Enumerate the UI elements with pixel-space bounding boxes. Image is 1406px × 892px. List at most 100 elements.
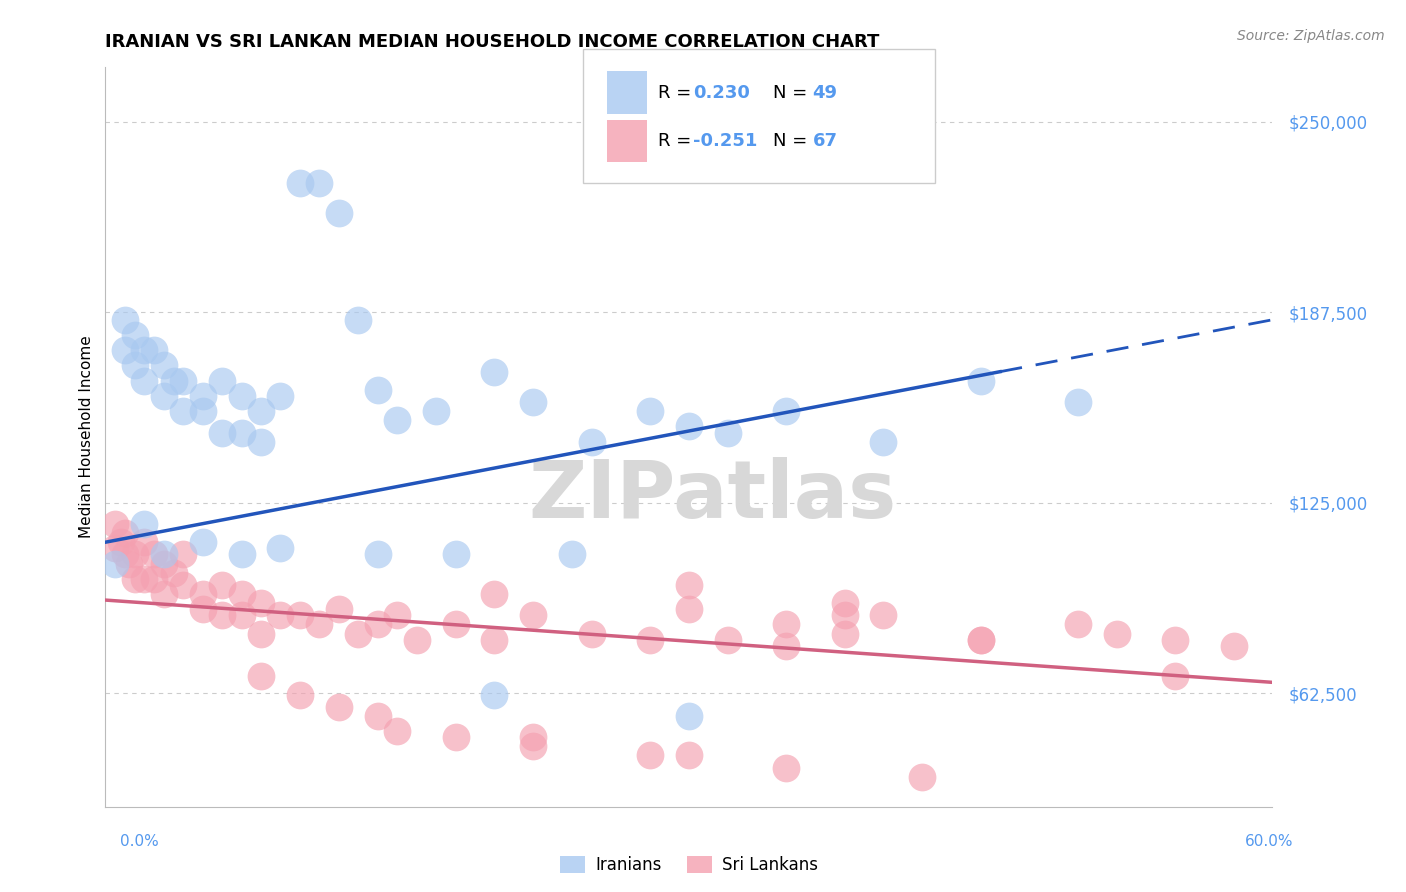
Point [231, 587, 253, 601]
Point [678, 419, 700, 434]
Point [134, 343, 156, 358]
Point [522, 395, 544, 409]
Point [211, 608, 233, 623]
Point [231, 608, 253, 623]
Point [134, 374, 156, 388]
Point [308, 617, 330, 632]
Point [638, 632, 661, 647]
Point [270, 608, 292, 623]
Text: 0.0%: 0.0% [120, 834, 159, 849]
Point [191, 587, 214, 601]
Point [124, 548, 146, 562]
Point [385, 724, 409, 739]
Point [231, 425, 253, 440]
Point [270, 389, 292, 403]
Point [231, 389, 253, 403]
Point [638, 748, 661, 763]
Point [1067, 395, 1090, 409]
Point [717, 425, 740, 440]
Point [104, 541, 127, 556]
Point [270, 541, 292, 556]
Point [172, 404, 194, 418]
Point [288, 608, 311, 623]
Point [211, 374, 233, 388]
Text: R =: R = [658, 132, 697, 150]
Point [250, 669, 273, 683]
Point [191, 404, 214, 418]
Point [124, 328, 146, 343]
Point [1164, 669, 1187, 683]
Text: 67: 67 [813, 132, 838, 150]
Point [328, 699, 350, 714]
Point [118, 557, 141, 571]
Point [1105, 626, 1128, 640]
Text: 60.0%: 60.0% [1246, 834, 1294, 849]
Point [143, 343, 166, 358]
Point [114, 312, 136, 326]
Text: ZIPatlas: ZIPatlas [529, 458, 897, 535]
Point [367, 548, 389, 562]
Point [328, 602, 350, 616]
Point [405, 632, 427, 647]
Point [250, 596, 273, 610]
Point [522, 730, 544, 744]
Point [561, 548, 583, 562]
Point [328, 206, 350, 220]
Point [484, 587, 506, 601]
Point [872, 608, 894, 623]
Point [444, 730, 467, 744]
Point [484, 632, 506, 647]
Point [775, 761, 797, 775]
Point [114, 343, 136, 358]
Point [581, 626, 603, 640]
Text: N =: N = [773, 84, 813, 102]
Point [834, 626, 856, 640]
Point [581, 434, 603, 449]
Point [367, 383, 389, 397]
Point [834, 596, 856, 610]
Point [250, 404, 273, 418]
Point [367, 709, 389, 723]
Point [678, 602, 700, 616]
Point [114, 548, 136, 562]
Text: -0.251: -0.251 [693, 132, 758, 150]
Point [211, 425, 233, 440]
Point [638, 404, 661, 418]
Point [110, 535, 132, 549]
Point [1222, 639, 1244, 653]
Legend: Iranians, Sri Lankans: Iranians, Sri Lankans [554, 849, 824, 880]
Point [970, 632, 993, 647]
Point [124, 359, 146, 373]
Point [484, 688, 506, 702]
Point [717, 632, 740, 647]
Text: Source: ZipAtlas.com: Source: ZipAtlas.com [1237, 29, 1385, 43]
Point [143, 572, 166, 586]
Point [347, 312, 370, 326]
Point [872, 434, 894, 449]
Point [444, 548, 467, 562]
Text: 0.230: 0.230 [693, 84, 749, 102]
Point [134, 535, 156, 549]
Point [114, 526, 136, 541]
Point [104, 516, 127, 531]
Point [143, 548, 166, 562]
Point [191, 535, 214, 549]
Point [172, 548, 194, 562]
Text: R =: R = [658, 84, 697, 102]
Point [153, 359, 174, 373]
Point [678, 578, 700, 592]
Point [288, 176, 311, 190]
Point [124, 572, 146, 586]
Point [970, 374, 993, 388]
Point [153, 389, 174, 403]
Point [522, 739, 544, 754]
Point [367, 617, 389, 632]
Point [211, 578, 233, 592]
Point [775, 404, 797, 418]
Point [678, 748, 700, 763]
Point [104, 557, 127, 571]
Point [484, 365, 506, 379]
Point [191, 602, 214, 616]
Text: N =: N = [773, 132, 813, 150]
Point [172, 578, 194, 592]
